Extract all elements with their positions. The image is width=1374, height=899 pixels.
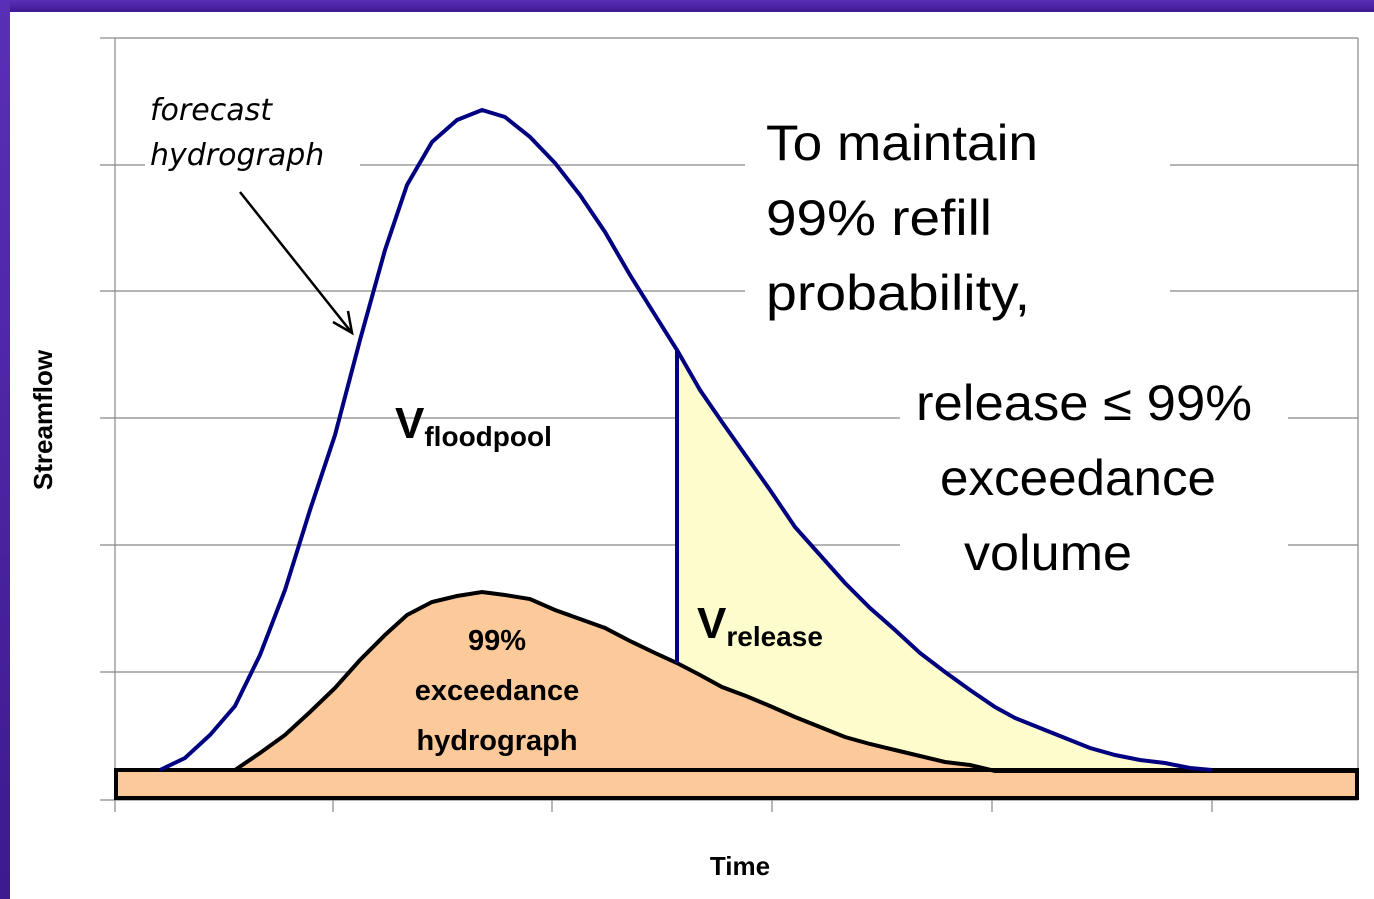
exceedance-label: hydrograph [416, 725, 577, 757]
exceedance-hydrograph [115, 589, 1358, 773]
rule-line: exceedance [940, 450, 1216, 506]
forecast-label: forecast [150, 93, 273, 128]
y-axis-label: Streamflow [28, 349, 58, 490]
exceedance-label: 99% [468, 625, 526, 657]
condition-line: probability, [766, 265, 1030, 321]
condition-line: To maintain [766, 115, 1038, 171]
forecast-label: hydrograph [150, 138, 324, 173]
pointer-arrow [239, 191, 353, 334]
baseline [114, 768, 1359, 800]
forecast-hydrograph [159, 107, 1213, 772]
rule-line: volume [964, 525, 1132, 581]
volume-symbol: V [697, 599, 727, 648]
rule-line: release ≤ 99% [916, 375, 1252, 431]
volume-symbol: V [395, 399, 425, 448]
x-axis-label: Time [710, 851, 770, 881]
condition-box [745, 105, 1170, 330]
release-area [677, 350, 1212, 771]
exceedance-area [115, 592, 1358, 798]
volume-subscript: release [726, 621, 823, 652]
forecast-box [145, 85, 360, 185]
floodpool-label: Vfloodpool [395, 399, 552, 452]
volume-subscript: floodpool [424, 421, 552, 452]
arrow-head [332, 310, 354, 336]
release-label: Vrelease [697, 599, 823, 652]
exceedance-label: exceedance [415, 675, 579, 707]
rule-box [900, 372, 1288, 582]
condition-line: 99% refill [766, 190, 992, 246]
top-border [0, 0, 1374, 12]
left-border [0, 0, 10, 899]
